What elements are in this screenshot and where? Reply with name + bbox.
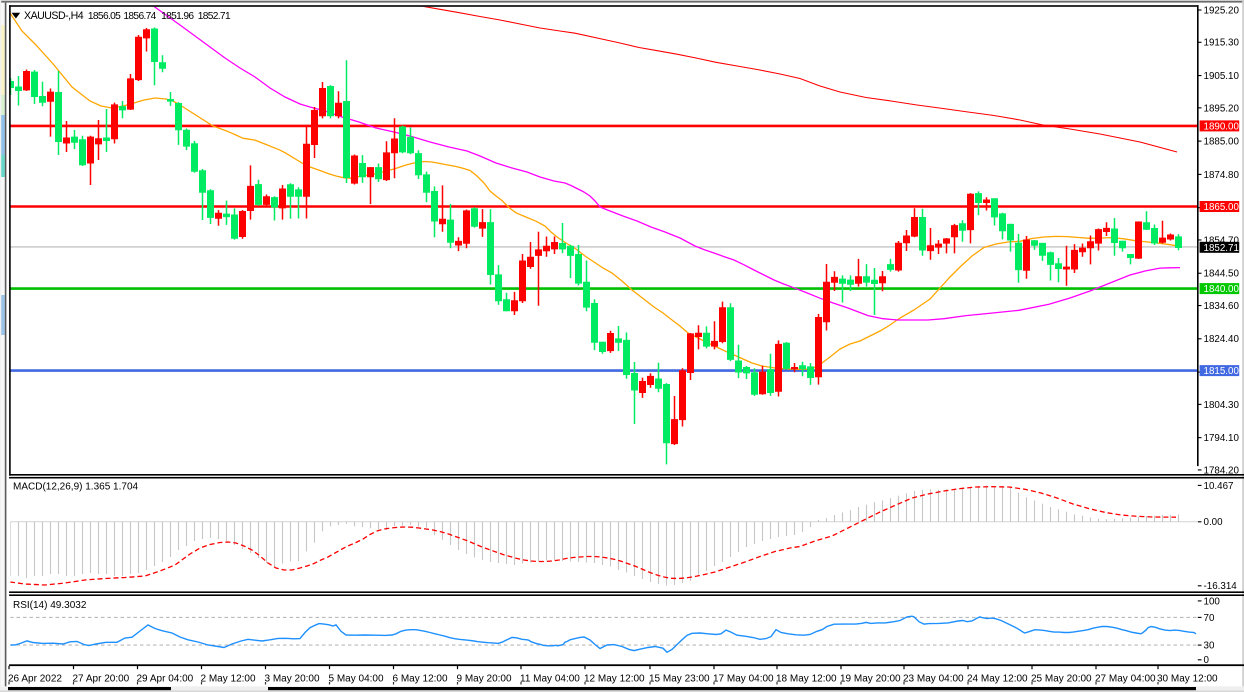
svg-text:1890.00: 1890.00	[1204, 122, 1240, 133]
svg-text:1834.60: 1834.60	[1204, 301, 1240, 312]
svg-text:100: 100	[1204, 596, 1221, 607]
svg-text:27 May 04:00: 27 May 04:00	[1095, 674, 1156, 685]
svg-text:1824.40: 1824.40	[1204, 334, 1240, 345]
svg-text:1905.10: 1905.10	[1204, 71, 1240, 82]
svg-text:RSI(14) 49.3032: RSI(14) 49.3032	[13, 600, 87, 611]
svg-text:2 May 12:00: 2 May 12:00	[201, 674, 256, 685]
svg-text:30 May 12:00: 30 May 12:00	[1157, 674, 1218, 685]
svg-text:0: 0	[1204, 655, 1210, 666]
svg-text:30: 30	[1204, 641, 1215, 652]
svg-text:1925.20: 1925.20	[1204, 5, 1240, 16]
svg-text:1851.96: 1851.96	[161, 11, 194, 22]
svg-text:26 Apr 2022: 26 Apr 2022	[8, 674, 62, 685]
svg-text:6 May 12:00: 6 May 12:00	[393, 674, 448, 685]
svg-text:1784.20: 1784.20	[1204, 465, 1240, 476]
svg-text:1874.80: 1874.80	[1204, 170, 1240, 181]
svg-text:1915.30: 1915.30	[1204, 38, 1240, 49]
svg-text:29 Apr 04:00: 29 Apr 04:00	[137, 674, 194, 685]
svg-text:1840.00: 1840.00	[1204, 284, 1240, 295]
svg-text:5 May 04:00: 5 May 04:00	[329, 674, 384, 685]
svg-text:1895.20: 1895.20	[1204, 103, 1240, 114]
svg-text:18 May 12:00: 18 May 12:00	[776, 674, 837, 685]
svg-text:15 May 23:00: 15 May 23:00	[649, 674, 710, 685]
svg-text:27 Apr 20:00: 27 Apr 20:00	[73, 674, 130, 685]
svg-text:10.467: 10.467	[1204, 481, 1234, 492]
svg-text:12 May 12:00: 12 May 12:00	[584, 674, 645, 685]
svg-text:XAUUSD-,H4: XAUUSD-,H4	[24, 10, 84, 22]
svg-text:1815.00: 1815.00	[1204, 366, 1240, 377]
svg-text:23 May 04:00: 23 May 04:00	[903, 674, 964, 685]
svg-text:-16.314: -16.314	[1204, 581, 1238, 592]
svg-text:MACD(12,26,9) 1.365 1.704: MACD(12,26,9) 1.365 1.704	[13, 482, 139, 493]
svg-text:70: 70	[1204, 613, 1215, 624]
svg-text:1865.00: 1865.00	[1204, 202, 1240, 213]
svg-text:1794.10: 1794.10	[1204, 433, 1240, 444]
svg-text:19 May 20:00: 19 May 20:00	[840, 674, 901, 685]
svg-text:1856.05: 1856.05	[88, 11, 121, 22]
svg-text:3 May 20:00: 3 May 20:00	[265, 674, 320, 685]
svg-text:11 May 04:00: 11 May 04:00	[520, 674, 580, 685]
svg-text:1804.30: 1804.30	[1204, 400, 1240, 411]
svg-text:25 May 20:00: 25 May 20:00	[1031, 674, 1092, 685]
svg-text:17 May 04:00: 17 May 04:00	[713, 674, 774, 685]
svg-text:1852.71: 1852.71	[198, 11, 231, 22]
svg-text:0.00: 0.00	[1204, 517, 1224, 528]
svg-text:1844.50: 1844.50	[1204, 269, 1240, 280]
svg-text:1856.74: 1856.74	[123, 11, 156, 22]
svg-text:1852.71: 1852.71	[1204, 243, 1239, 254]
svg-text:1885.00: 1885.00	[1204, 137, 1240, 148]
svg-text:9 May 20:00: 9 May 20:00	[457, 674, 512, 685]
svg-text:24 May 12:00: 24 May 12:00	[967, 674, 1028, 685]
svg-text:1854.70: 1854.70	[1204, 235, 1240, 246]
